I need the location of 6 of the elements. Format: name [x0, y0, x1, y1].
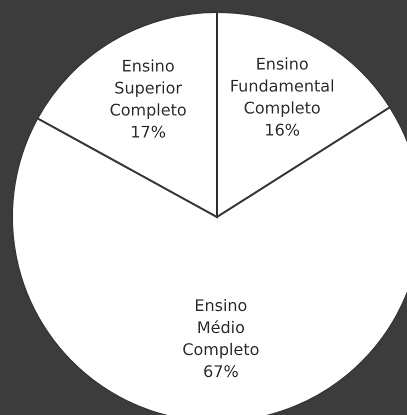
data-label: 17%	[130, 122, 166, 142]
slice-label: Ensino Médio Completo	[182, 296, 260, 360]
slice-label: Ensino Fundamental Completo	[230, 54, 335, 118]
slice-label: Ensino Superior Completo	[110, 56, 187, 120]
data-label: 67%	[203, 362, 239, 382]
data-label: 16%	[264, 120, 300, 140]
